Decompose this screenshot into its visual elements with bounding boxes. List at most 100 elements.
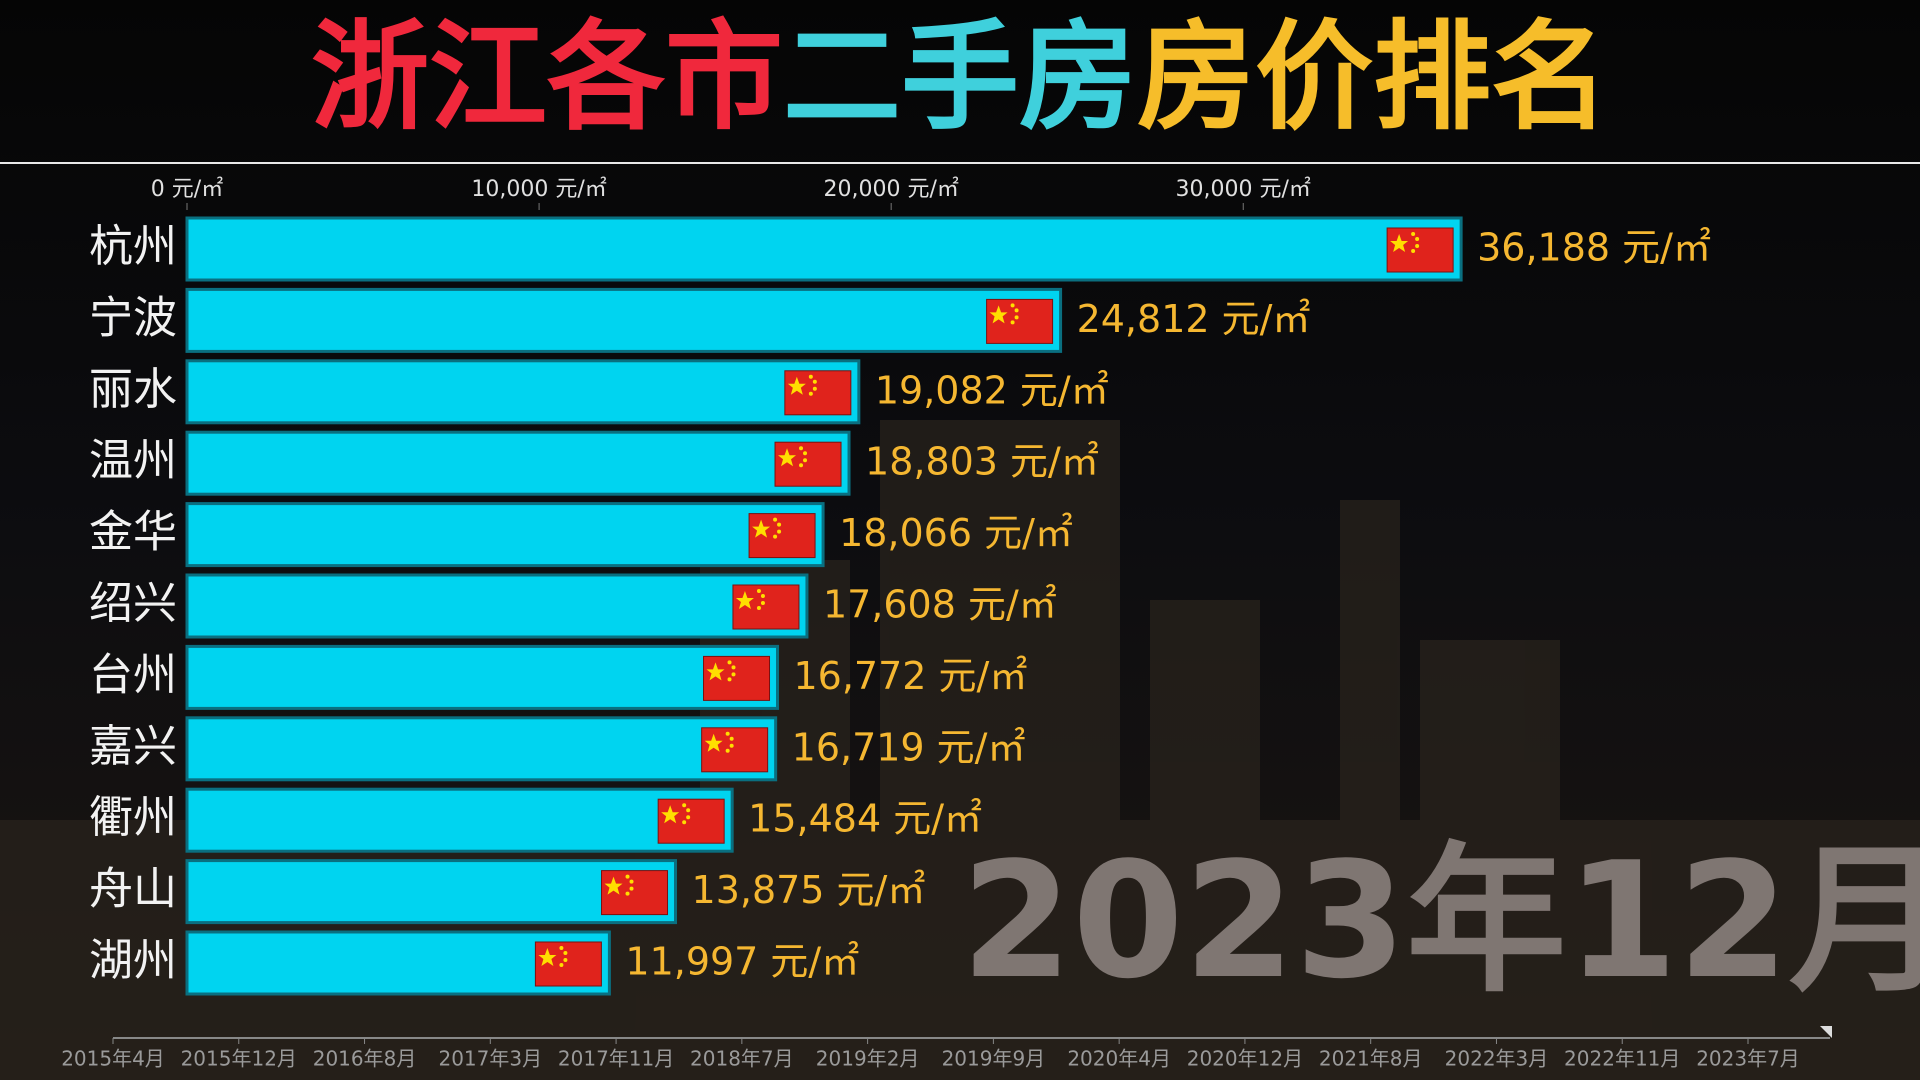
flag-star <box>725 748 730 753</box>
flag-star <box>625 874 630 879</box>
y-tick-label: 舟山 <box>89 864 177 915</box>
timeline-label: 2019年9月 <box>942 1047 1046 1071</box>
y-tick-label: 杭州 <box>89 221 177 272</box>
x-tick-label: 0 元/㎡ <box>151 176 223 202</box>
value-label: 17,608 元/㎡ <box>823 583 1057 627</box>
timeline-label: 2015年4月 <box>61 1047 165 1071</box>
flag <box>534 941 602 987</box>
timeline-label: 2022年3月 <box>1445 1047 1549 1071</box>
bar <box>185 787 734 853</box>
value-label: 15,484 元/㎡ <box>748 797 982 841</box>
flag-star <box>604 876 623 895</box>
bar <box>185 287 1063 353</box>
timeline-label: 2015年12月 <box>181 1047 297 1071</box>
bar <box>185 573 809 639</box>
flag-star <box>778 448 797 467</box>
flag-star <box>773 534 778 539</box>
y-tick-label: 台州 <box>89 649 177 700</box>
flag-star <box>1010 303 1015 308</box>
flag-star <box>735 591 754 609</box>
flag-star <box>787 376 806 395</box>
flag-star <box>704 733 723 752</box>
timeline-marker <box>1820 1026 1832 1038</box>
flag-star <box>803 458 808 463</box>
flag <box>703 655 771 701</box>
value-label: 24,812 元/㎡ <box>1077 297 1311 341</box>
timeline-label: 2020年12月 <box>1187 1047 1303 1071</box>
title-part: 浙江各市 <box>311 8 783 146</box>
flag-star <box>799 446 804 451</box>
flag-star <box>1415 244 1420 248</box>
flag <box>657 798 725 844</box>
flag-star <box>727 660 732 665</box>
flag <box>1386 227 1454 273</box>
bar <box>185 859 678 925</box>
period-label: 2023年12月 <box>961 827 1920 1014</box>
flag-star <box>812 379 817 384</box>
chart-title: 浙江各市二手房房价排名 <box>311 8 1609 146</box>
flag <box>784 370 852 416</box>
bar <box>185 430 851 496</box>
y-tick-label: 湖州 <box>89 935 177 986</box>
flag-star <box>989 305 1008 324</box>
y-tick-label: 宁波 <box>89 292 177 343</box>
y-tick-label: 丽水 <box>89 364 177 415</box>
flag-star <box>682 803 687 808</box>
timeline-label: 2016年8月 <box>313 1047 417 1071</box>
value-label: 36,188 元/㎡ <box>1477 226 1711 270</box>
x-tick-label: 30,000 元/㎡ <box>1176 176 1311 202</box>
flag-star <box>661 805 680 824</box>
flag <box>774 441 842 487</box>
flag-star <box>773 517 778 522</box>
flag-star <box>727 677 732 682</box>
flag-star <box>756 589 761 593</box>
flag-star <box>686 808 691 813</box>
value-label: 16,719 元/㎡ <box>792 725 1026 769</box>
flag-star <box>1010 320 1015 325</box>
timeline-label: 2017年3月 <box>438 1047 542 1071</box>
flag-star <box>563 958 568 962</box>
timeline-label: 2021年8月 <box>1319 1047 1423 1071</box>
flag-star <box>731 665 736 670</box>
value-label: 18,803 元/㎡ <box>865 440 1099 484</box>
flag-star <box>729 736 734 741</box>
flag-star <box>538 948 557 966</box>
timeline-label: 2023年7月 <box>1696 1047 1800 1071</box>
flag-star <box>760 594 765 598</box>
flag <box>732 584 800 630</box>
y-tick-label: 嘉兴 <box>89 721 177 772</box>
flag-star <box>777 522 782 527</box>
flag-star <box>808 374 813 379</box>
timeline-label: 2020年4月 <box>1067 1047 1171 1071</box>
flag-star <box>559 946 564 950</box>
x-tick-label: 10,000 元/㎡ <box>471 176 606 202</box>
timeline-label: 2017年11月 <box>558 1047 674 1071</box>
bar <box>185 644 780 710</box>
flag-star <box>803 451 808 456</box>
flag-star <box>629 886 634 891</box>
y-tick-label: 温州 <box>89 435 177 486</box>
bar <box>185 216 1463 282</box>
flag-star <box>563 951 568 955</box>
flag-star <box>799 463 804 468</box>
flag-star <box>760 601 765 605</box>
flag <box>601 870 669 916</box>
bar <box>185 716 778 782</box>
flag-star <box>559 963 564 967</box>
flag-star <box>756 606 761 610</box>
title-part: 房价排名 <box>1137 8 1609 146</box>
value-label: 13,875 元/㎡ <box>692 868 926 912</box>
flag-star <box>808 391 813 396</box>
flag-star <box>629 879 634 884</box>
flag-star <box>1014 308 1019 313</box>
flag-star <box>706 662 725 681</box>
flag <box>748 513 816 559</box>
flag <box>986 298 1054 344</box>
value-label: 19,082 元/㎡ <box>875 368 1109 412</box>
flag-star <box>752 519 771 538</box>
flag-star <box>1014 315 1019 320</box>
x-tick-label: 20,000 元/㎡ <box>823 176 958 202</box>
flag-star <box>812 386 817 391</box>
